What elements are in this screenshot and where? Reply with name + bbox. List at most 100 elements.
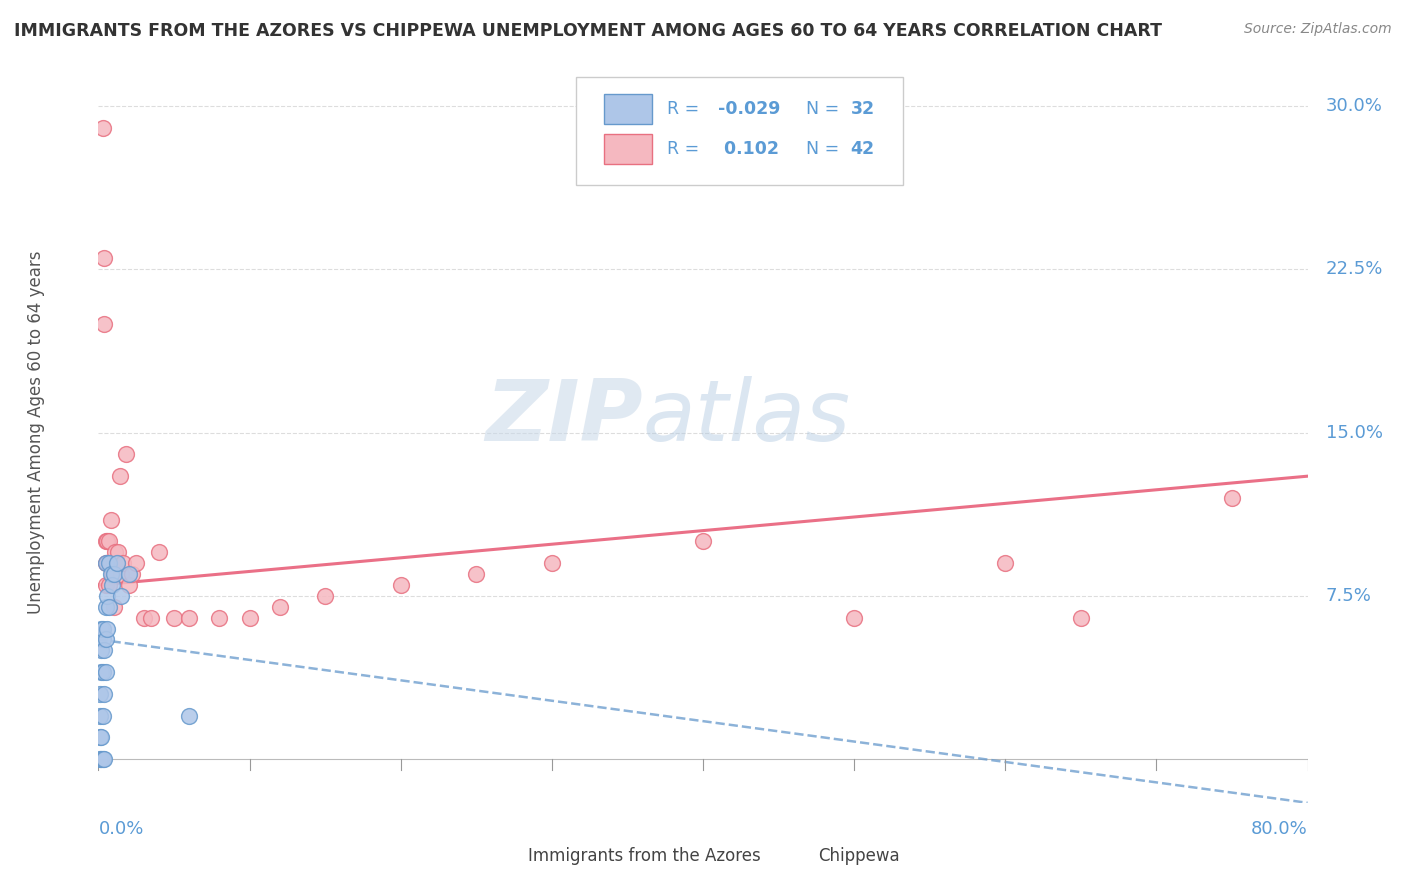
- Point: [103, 556, 125, 570]
- Point: [111, 556, 134, 570]
- Point: [1220, 491, 1243, 505]
- FancyBboxPatch shape: [603, 135, 652, 164]
- Point: [118, 578, 141, 592]
- Point: [100, 567, 122, 582]
- Point: [239, 611, 262, 625]
- Point: [692, 534, 714, 549]
- Point: [94, 632, 117, 647]
- Point: [179, 611, 201, 625]
- Point: [98, 599, 121, 614]
- Point: [90, 752, 112, 766]
- Text: 15.0%: 15.0%: [1326, 424, 1382, 442]
- Point: [103, 567, 125, 582]
- Text: N =: N =: [806, 100, 845, 118]
- Point: [1070, 611, 1092, 625]
- Point: [125, 556, 148, 570]
- Text: N =: N =: [806, 140, 845, 158]
- Text: Immigrants from the Azores: Immigrants from the Azores: [527, 847, 761, 865]
- Text: 32: 32: [851, 100, 875, 118]
- Point: [121, 567, 143, 582]
- Point: [94, 556, 117, 570]
- Point: [108, 469, 131, 483]
- Text: IMMIGRANTS FROM THE AZORES VS CHIPPEWA UNEMPLOYMENT AMONG AGES 60 TO 64 YEARS CO: IMMIGRANTS FROM THE AZORES VS CHIPPEWA U…: [14, 22, 1163, 40]
- Point: [98, 578, 121, 592]
- Point: [104, 545, 127, 559]
- FancyBboxPatch shape: [603, 95, 652, 124]
- Text: R =: R =: [666, 100, 704, 118]
- Point: [90, 665, 112, 680]
- Point: [118, 567, 141, 582]
- Point: [96, 556, 118, 570]
- Point: [107, 545, 129, 559]
- Point: [179, 708, 201, 723]
- Text: 42: 42: [851, 140, 875, 158]
- Point: [93, 687, 115, 701]
- Point: [96, 589, 118, 603]
- Point: [94, 556, 117, 570]
- Point: [148, 545, 170, 559]
- Point: [163, 611, 186, 625]
- Point: [94, 599, 117, 614]
- Point: [91, 752, 114, 766]
- Point: [132, 611, 155, 625]
- Point: [94, 534, 117, 549]
- Text: 80.0%: 80.0%: [1251, 821, 1308, 838]
- Text: 7.5%: 7.5%: [1326, 587, 1372, 605]
- Point: [93, 252, 115, 266]
- Point: [90, 731, 112, 745]
- Text: ZIP: ZIP: [485, 376, 643, 459]
- Point: [540, 556, 562, 570]
- Point: [105, 556, 128, 570]
- Point: [110, 589, 132, 603]
- Point: [208, 611, 231, 625]
- Point: [844, 611, 866, 625]
- Text: -0.029: -0.029: [717, 100, 780, 118]
- Point: [389, 578, 412, 592]
- Point: [994, 556, 1017, 570]
- Text: 30.0%: 30.0%: [1326, 97, 1382, 115]
- Point: [89, 687, 111, 701]
- Point: [94, 578, 117, 592]
- Point: [91, 120, 114, 135]
- FancyBboxPatch shape: [776, 842, 811, 871]
- Point: [114, 447, 136, 461]
- Point: [93, 643, 115, 657]
- Text: atlas: atlas: [643, 376, 851, 459]
- Text: 22.5%: 22.5%: [1326, 260, 1384, 278]
- Point: [101, 567, 124, 582]
- Point: [141, 611, 163, 625]
- Text: Source: ZipAtlas.com: Source: ZipAtlas.com: [1244, 22, 1392, 37]
- FancyBboxPatch shape: [485, 842, 522, 871]
- Text: 0.0%: 0.0%: [98, 821, 143, 838]
- Point: [110, 567, 132, 582]
- Text: Unemployment Among Ages 60 to 64 years: Unemployment Among Ages 60 to 64 years: [27, 251, 45, 615]
- Point: [314, 589, 336, 603]
- Point: [101, 578, 124, 592]
- Point: [91, 708, 114, 723]
- Point: [89, 708, 111, 723]
- Point: [93, 752, 115, 766]
- Text: Chippewa: Chippewa: [818, 847, 900, 865]
- Point: [98, 534, 121, 549]
- Point: [98, 556, 121, 570]
- Point: [103, 599, 125, 614]
- Point: [100, 513, 122, 527]
- Point: [96, 622, 118, 636]
- Point: [89, 752, 111, 766]
- Point: [90, 643, 112, 657]
- Point: [91, 632, 114, 647]
- Point: [91, 622, 114, 636]
- Point: [91, 665, 114, 680]
- Text: R =: R =: [666, 140, 704, 158]
- Point: [96, 534, 118, 549]
- Point: [94, 665, 117, 680]
- Point: [90, 622, 112, 636]
- Point: [465, 567, 488, 582]
- Text: 0.102: 0.102: [717, 140, 779, 158]
- Point: [269, 599, 291, 614]
- FancyBboxPatch shape: [576, 78, 903, 185]
- Point: [89, 731, 111, 745]
- Point: [100, 556, 122, 570]
- Point: [105, 556, 128, 570]
- Point: [93, 317, 115, 331]
